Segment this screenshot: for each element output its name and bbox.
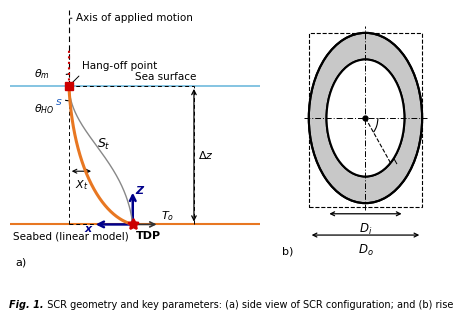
Text: Axis of applied motion: Axis of applied motion [75,13,192,23]
Text: $S_t$: $S_t$ [97,137,110,152]
Text: SCR geometry and key parameters: (a) side view of SCR configuration; and (b) ris: SCR geometry and key parameters: (a) sid… [41,300,454,310]
Text: Hang-off point: Hang-off point [82,61,158,71]
Text: $D_o$: $D_o$ [358,243,373,258]
Text: $X_t$: $X_t$ [75,178,88,192]
Text: TDP: TDP [136,231,161,241]
Wedge shape [309,33,422,203]
Text: Sea surface: Sea surface [135,72,197,82]
Text: $\theta_m$: $\theta_m$ [34,67,50,81]
Text: a): a) [16,258,27,268]
Text: $T_o$: $T_o$ [161,210,174,223]
Text: $D_i$: $D_i$ [359,222,372,237]
Text: $\theta_{HO}$: $\theta_{HO}$ [34,102,54,115]
Circle shape [326,59,405,177]
Text: b): b) [282,246,294,256]
Text: Seabed (linear model): Seabed (linear model) [13,231,129,241]
Bar [309,33,422,207]
Text: Z: Z [135,186,143,196]
Text: $\Delta z$: $\Delta z$ [198,149,213,161]
Text: Fig. 1.: Fig. 1. [9,300,44,310]
Text: x: x [84,224,92,234]
Text: $s$: $s$ [55,97,63,107]
Text: $\beta$: $\beta$ [381,124,391,141]
